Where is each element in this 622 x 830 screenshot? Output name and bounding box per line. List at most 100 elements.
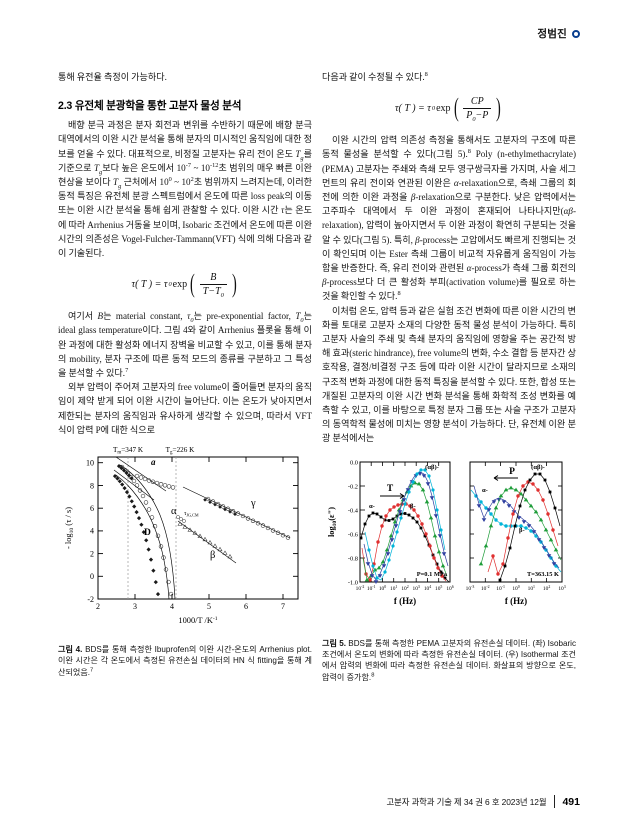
figure-5-caption-text: BDS를 통해 측정한 PEMA 고분자의 유전손실 데이터. (좌) Isob… — [322, 638, 576, 682]
svg-text:0.0: 0.0 — [350, 459, 358, 466]
svg-text:α-: α- — [369, 503, 375, 510]
right-para-1: 이완 시간의 압력 의존성 측정을 통해서도 고분자의 구조에 따른 동적 물성… — [322, 135, 577, 302]
running-head: 정범진 — [537, 26, 580, 41]
left-column: 통해 유전율 측정이 가능하다. 2.3 유전체 분광학을 통한 고분자 물성 … — [58, 70, 312, 678]
svg-text:8: 8 — [90, 481, 94, 490]
svg-text:P: P — [509, 467, 515, 477]
equation-vft-fraction: B T−T0 — [198, 272, 229, 299]
svg-text:D: D — [144, 528, 151, 538]
svg-text:4: 4 — [170, 602, 174, 611]
svg-text:α-: α- — [482, 487, 488, 494]
svg-text:10-1: 10-1 — [496, 584, 505, 591]
svg-text:2: 2 — [90, 549, 94, 558]
equation-p-exp: exp — [436, 103, 451, 115]
svg-text:α: α — [171, 506, 177, 517]
svg-text:P=0.1 MPa: P=0.1 MPa — [417, 571, 448, 578]
left-para-3: 외부 압력이 주어져 고분자의 free volume이 줄어들면 분자의 움직… — [58, 382, 312, 435]
right-column: 다음과 같이 수정될 수 있다.8 τ( T ) = τ 0 exp ( CP P0… — [322, 70, 576, 683]
svg-text:-2: -2 — [87, 595, 94, 604]
svg-text:101: 101 — [390, 584, 397, 591]
svg-text:10-2: 10-2 — [356, 584, 365, 591]
running-head-author: 정범진 — [537, 28, 567, 40]
svg-text:105: 105 — [435, 584, 442, 591]
svg-text:10-2: 10-2 — [481, 584, 490, 591]
figure-5: 0.0 -0.2 -0.4 -0.6 -0.8 -1.0 — [322, 452, 576, 683]
left-para-top-text: 통해 유전율 측정이 가능하다. — [58, 72, 167, 82]
svg-text:-0.4: -0.4 — [348, 507, 359, 514]
svg-text:6: 6 — [244, 602, 248, 611]
footer-divider — [554, 795, 556, 808]
paren-close-icon: ) — [496, 93, 502, 123]
svg-text:T: T — [387, 484, 394, 494]
svg-text:6: 6 — [90, 504, 94, 513]
svg-text:-1.0: -1.0 — [348, 579, 358, 586]
svg-text:-0.2: -0.2 — [348, 483, 358, 490]
svg-text:a: a — [151, 457, 156, 467]
svg-text:106: 106 — [446, 584, 453, 591]
svg-text:(αβ)-: (αβ)- — [531, 464, 545, 471]
svg-text:γ: γ — [250, 498, 256, 509]
svg-text:104: 104 — [424, 584, 431, 591]
left-para-top: 통해 유전율 측정이 가능하다. — [58, 70, 312, 84]
figure-5-chart: 0.0 -0.2 -0.4 -0.6 -0.8 -1.0 — [322, 452, 576, 632]
svg-text:-0.6: -0.6 — [348, 531, 358, 538]
equation-p-fraction: CP P0−P — [461, 96, 493, 123]
equation-vft: τ( T ) = τ 0 exp ( B T−T0 ) — [131, 269, 237, 300]
figure-4-caption: 그림 4. BDS를 통해 측정한 Ibuprofen의 이완 시간-온도의 A… — [58, 645, 313, 677]
svg-text:- log10 (τ / s): - log10 (τ / s) — [64, 507, 75, 549]
svg-text:Tg=226 K: Tg=226 K — [166, 446, 196, 456]
figure-5-svg: 0.0 -0.2 -0.4 -0.6 -0.8 -1.0 — [327, 459, 566, 606]
svg-text:102: 102 — [543, 584, 550, 591]
paren-open-icon: ( — [453, 93, 459, 123]
figure-4-chart: Tm=347 K Tg=226 K — [58, 443, 312, 638]
svg-text:β: β — [210, 550, 215, 561]
paren-open-icon: ( — [190, 269, 195, 299]
body-columns: 통해 유전율 측정이 가능하다. 2.3 유전체 분광학을 통한 고분자 물성 … — [0, 70, 622, 770]
svg-text:log10(ε"): log10(ε") — [327, 506, 338, 536]
svg-text:2: 2 — [96, 602, 100, 611]
svg-text:102: 102 — [401, 584, 408, 591]
svg-text:β-: β- — [519, 527, 525, 534]
figure-5-caption: 그림 5. BDS를 통해 측정한 PEMA 고분자의 유전손실 데이터. (좌… — [322, 638, 576, 682]
figure-4-caption-text: BDS를 통해 측정한 Ibuprofen의 이완 시간-온도의 Arrheni… — [58, 645, 313, 677]
svg-text:T=363.15 K: T=363.15 K — [527, 571, 559, 578]
equation-p-lhs: τ( T ) = τ — [394, 103, 431, 115]
svg-text:101: 101 — [528, 584, 535, 591]
page-footer: 고분자 과학과 기술 제 34 권 6 호 2023년 12월 491 — [0, 795, 622, 808]
paren-close-icon: ) — [231, 269, 237, 299]
figure-4: Tm=347 K Tg=226 K — [58, 443, 312, 678]
left-para-2: 여기서 B는 material constant, τ0는 pre-expone… — [58, 311, 312, 379]
svg-text:103: 103 — [413, 584, 420, 591]
footer-page-number: 491 — [562, 795, 580, 808]
right-para-top: 다음과 같이 수정될 수 있다.8 — [322, 70, 428, 82]
svg-text:0: 0 — [90, 572, 94, 581]
svg-text:f (Hz): f (Hz) — [394, 596, 416, 606]
equation-vft-lhs: τ( T ) = τ — [131, 279, 168, 291]
equation-pressure-vft: τ( T ) = τ 0 exp ( CP P0−P ) — [394, 93, 502, 124]
svg-text:103: 103 — [558, 584, 565, 591]
svg-text:10-3: 10-3 — [466, 584, 475, 591]
left-para-1: 배향 분극 과정은 분자 회전과 변위를 수반하기 때문에 배향 분극 대역에서… — [58, 120, 312, 259]
svg-text:(αβ)-: (αβ)- — [425, 464, 439, 471]
svg-text:4: 4 — [90, 527, 94, 536]
svg-text:Tm=347 K: Tm=347 K — [113, 446, 144, 456]
svg-text:100: 100 — [379, 584, 386, 591]
svg-text:5: 5 — [207, 602, 211, 611]
svg-text:1000/T /K-1: 1000/T /K-1 — [178, 616, 217, 625]
equation-vft-exp: exp — [172, 279, 188, 291]
figure-4-caption-label: 그림 4. — [58, 645, 83, 655]
svg-text:τJG,CM: τJG,CM — [184, 511, 199, 518]
figure-4-svg: Tm=347 K Tg=226 K — [64, 446, 299, 625]
footer-journal-title: 고분자 과학과 기술 제 34 권 6 호 2023년 12월 — [386, 796, 547, 807]
svg-text:f (Hz): f (Hz) — [505, 596, 527, 606]
svg-text:10-1: 10-1 — [367, 584, 376, 591]
figure-5-caption-label: 그림 5. — [322, 638, 346, 648]
svg-text:β-: β- — [410, 503, 416, 510]
svg-text:7: 7 — [281, 602, 285, 611]
svg-text:10: 10 — [86, 459, 94, 468]
right-para-2: 이처럼 온도, 압력 등과 같은 실험 조건 변화에 따른 이완 시간의 변화를… — [322, 305, 576, 444]
ring-dot-icon — [572, 29, 580, 38]
svg-text:100: 100 — [512, 584, 519, 591]
svg-text:3: 3 — [133, 602, 137, 611]
